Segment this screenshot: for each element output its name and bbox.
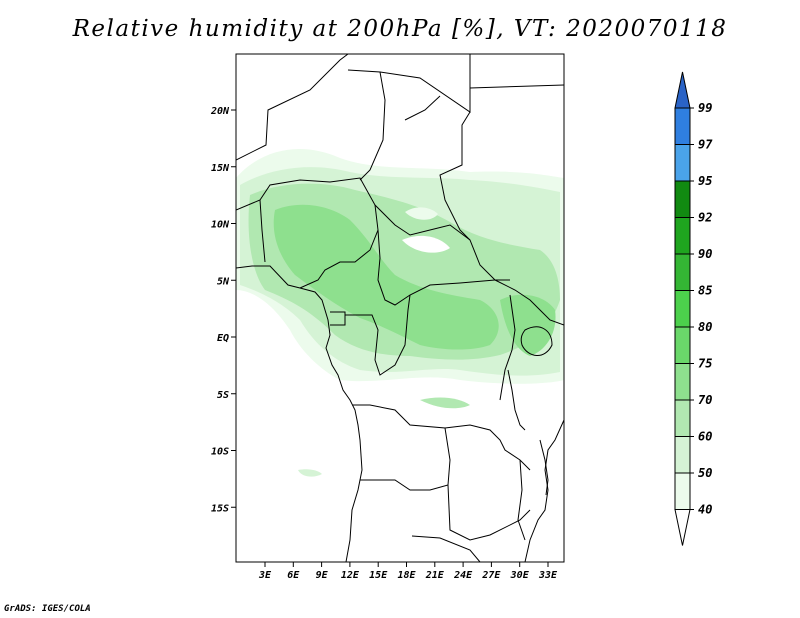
lon-tick-label: 9E (316, 570, 329, 581)
humidity-field (236, 148, 564, 477)
lon-tick-label: 27E (481, 570, 501, 581)
lat-tick-label: 5S (217, 390, 229, 401)
colorbar-swatch (674, 144, 691, 182)
lon-tick-label: 21E (425, 570, 445, 581)
longitude-axis: 3E 6E 9E 12E 15E 18E 21E 24E 27E 30E 33E (258, 562, 558, 581)
country-border (377, 229, 496, 306)
country-border (352, 404, 451, 491)
coastline-east (524, 419, 564, 562)
lat-tick-label: EQ (217, 333, 229, 344)
colorbar-swatch (674, 217, 691, 255)
humidity-region-60b (420, 397, 470, 409)
colorbar: 99 97 95 92 90 85 80 75 70 60 50 40 (674, 71, 713, 546)
colorbar-label: 97 (698, 138, 713, 152)
colorbar-swatch (674, 253, 691, 291)
map-frame (235, 53, 565, 563)
colorbar-swatch (674, 472, 691, 510)
country-border (447, 484, 531, 541)
colorbar-label: 80 (698, 320, 712, 334)
lake-malawi (539, 439, 549, 496)
colorbar-label: 75 (698, 357, 712, 371)
country-border (439, 111, 510, 281)
colorbar-label: 60 (698, 430, 712, 444)
colorbar-label: 85 (698, 284, 712, 298)
colorbar-label: 95 (698, 174, 712, 188)
colorbar-label: 99 (698, 101, 712, 115)
colorbar-swatch (674, 363, 691, 401)
lon-tick-label: 12E (341, 570, 360, 581)
country-border (347, 69, 386, 181)
country-border (411, 535, 481, 562)
colorbar-max-arrow (674, 71, 691, 109)
lat-tick-label: 10N (211, 220, 230, 231)
colorbar-swatch (674, 180, 691, 218)
map-title: Relative humidity at 200hPa [%], VT: 202… (72, 16, 728, 42)
colorbar-min-arrow (674, 509, 691, 546)
lat-tick-label: 10S (211, 447, 229, 458)
colorbar-swatch (674, 290, 691, 328)
humidity-region-70 (273, 204, 499, 350)
lake-victoria (520, 326, 553, 356)
country-border (259, 199, 266, 263)
country-border (444, 424, 531, 471)
lat-tick-label: 15N (211, 163, 230, 174)
lon-tick-label: 6E (287, 570, 300, 581)
colorbar-label: 40 (698, 503, 712, 517)
country-border (494, 279, 564, 326)
lon-tick-label: 18E (397, 570, 416, 581)
colorbar-label: 92 (698, 211, 712, 225)
dry-patch (402, 235, 450, 253)
country-border (236, 54, 349, 161)
country-border (499, 294, 516, 401)
lat-tick-label: 20N (210, 106, 230, 117)
country-border (517, 459, 526, 541)
lake-tanganyika (507, 369, 526, 431)
colorbar-swatch (674, 399, 691, 437)
lon-tick-label: 30E (510, 570, 530, 581)
latitude-axis: 20N 15N 10N 5N EQ 5S 10S 15S (210, 106, 236, 514)
country-border (379, 54, 471, 113)
lon-tick-label: 3E (258, 570, 272, 581)
colorbar-swatch (674, 107, 691, 145)
colorbar-label: 90 (698, 247, 712, 261)
country-border (330, 311, 346, 326)
lon-tick-label: 33E (538, 570, 558, 581)
lon-tick-label: 15E (369, 570, 388, 581)
colorbar-swatch (674, 326, 691, 364)
country-border (469, 84, 564, 89)
dry-patch (405, 207, 438, 220)
map-lines (236, 54, 564, 562)
lat-tick-label: 15S (211, 503, 229, 514)
country-border (236, 177, 379, 289)
lat-tick-label: 5N (217, 276, 230, 287)
country-border (404, 95, 441, 121)
colorbar-swatch (674, 436, 691, 474)
grads-credit: GrADS: IGES/COLA (4, 604, 91, 614)
colorbar-label: 50 (698, 466, 712, 480)
humidity-region-50b (298, 469, 322, 477)
lon-tick-label: 24E (453, 570, 473, 581)
colorbar-label: 70 (698, 393, 712, 407)
country-border (374, 204, 471, 241)
country-border (345, 294, 411, 376)
